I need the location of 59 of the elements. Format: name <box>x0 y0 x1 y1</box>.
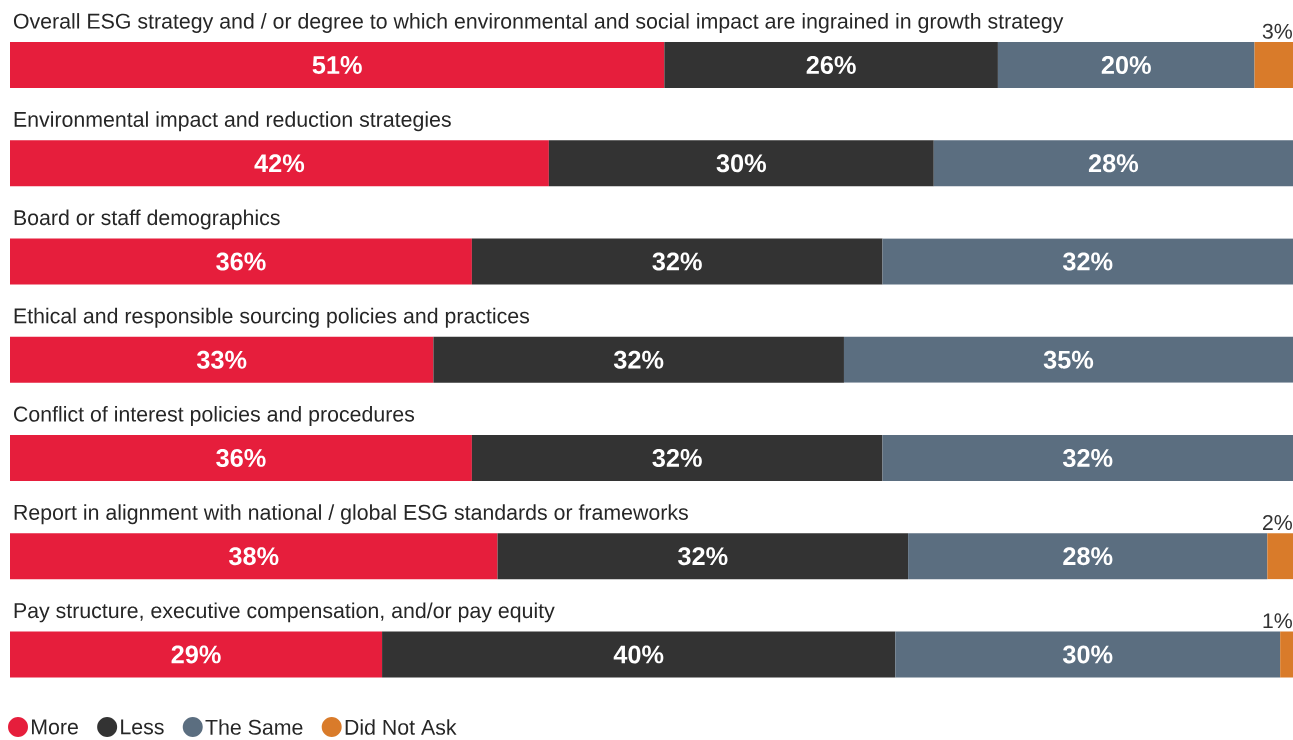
y-tick-label: Overall ESG strategy and / or degree to which environmental and social impact are ingrained in growth strategy <box>13 13 1064 33</box>
bar <box>895 631 1281 678</box>
legend-label: Did Not Ask <box>345 719 457 735</box>
bar <box>1254 42 1293 89</box>
bar <box>1280 631 1293 678</box>
data-label: 3% <box>1262 23 1292 39</box>
data-label: 32% <box>613 350 664 369</box>
y-tick-label: Board or staff demographics <box>14 209 280 230</box>
bar <box>471 434 883 481</box>
bar <box>908 533 1268 580</box>
bar <box>10 238 472 285</box>
bar <box>382 631 896 678</box>
data-label: 30% <box>716 154 766 173</box>
bar <box>471 238 883 285</box>
data-label: 32% <box>652 448 702 467</box>
data-label: 42% <box>254 154 305 173</box>
bar <box>997 42 1255 89</box>
bar <box>548 140 934 187</box>
y-tick-label: Pay structure, executive compensation, and/or pay equity <box>14 602 555 623</box>
data-label: 28% <box>1088 154 1139 173</box>
bar <box>10 42 665 89</box>
bar <box>664 42 998 89</box>
y-tick-label: Report in alignment with national / global ESG standards or frameworks <box>14 504 688 525</box>
bar <box>433 336 844 383</box>
bar <box>882 434 1293 481</box>
bar <box>497 533 909 580</box>
data-label: 32% <box>1062 252 1113 271</box>
bar <box>843 336 1293 383</box>
data-label: 35% <box>1043 350 1094 369</box>
data-label: 32% <box>1062 448 1113 467</box>
bar <box>1267 533 1293 580</box>
data-label: 2% <box>1262 515 1292 531</box>
data-label: 51% <box>312 56 362 74</box>
y-tick-label: Ethical and responsible sourcing policies and practices <box>14 307 530 328</box>
bar <box>882 238 1293 285</box>
legend-label: Less <box>121 719 164 735</box>
bar <box>10 631 383 678</box>
bar <box>933 140 1293 187</box>
data-label: 29% <box>171 645 221 664</box>
data-label: 26% <box>806 56 856 75</box>
legend-label: More <box>32 719 78 735</box>
data-label: 30% <box>1062 645 1113 664</box>
data-label: 38% <box>229 547 279 566</box>
data-label: 36% <box>216 448 266 467</box>
data-label: 32% <box>678 547 728 566</box>
data-label: 1% <box>1263 613 1292 629</box>
bar <box>10 434 472 481</box>
data-label: 40% <box>613 645 664 664</box>
data-label: 32% <box>652 252 702 271</box>
legend-label: The Same <box>205 719 303 735</box>
data-label: 20% <box>1101 56 1151 75</box>
data-label: 28% <box>1063 547 1113 566</box>
y-tick-label: Environmental impact and reduction strategies <box>14 111 451 132</box>
y-tick-label: Conflict of interest policies and procedures <box>14 406 415 426</box>
bar <box>10 140 549 187</box>
bar <box>10 336 434 383</box>
data-label: 36% <box>216 252 266 271</box>
bar <box>10 533 498 580</box>
data-label: 33% <box>196 350 247 369</box>
